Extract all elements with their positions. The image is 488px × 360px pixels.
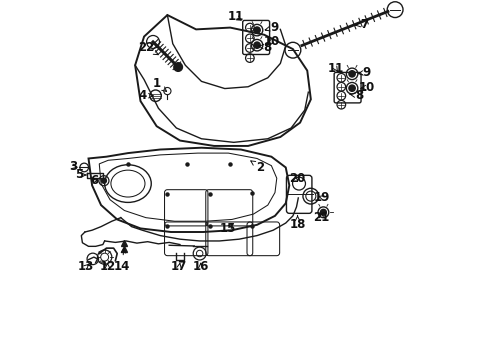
Text: 10: 10 bbox=[263, 35, 279, 48]
Circle shape bbox=[101, 178, 106, 183]
Text: 9: 9 bbox=[358, 66, 370, 79]
Text: 21: 21 bbox=[313, 211, 329, 224]
Text: 3: 3 bbox=[69, 160, 77, 173]
Text: 5: 5 bbox=[75, 168, 86, 181]
Circle shape bbox=[174, 63, 182, 71]
Circle shape bbox=[348, 85, 354, 91]
Circle shape bbox=[320, 209, 325, 215]
Text: 10: 10 bbox=[358, 81, 374, 94]
Text: 7: 7 bbox=[354, 18, 368, 31]
Text: 1: 1 bbox=[152, 77, 166, 91]
Text: 12: 12 bbox=[99, 260, 115, 273]
Text: 8: 8 bbox=[258, 41, 271, 54]
Circle shape bbox=[253, 27, 260, 33]
Circle shape bbox=[348, 71, 354, 77]
Text: 22: 22 bbox=[138, 41, 158, 55]
Text: 11: 11 bbox=[327, 62, 344, 75]
Text: 6: 6 bbox=[90, 174, 99, 187]
Text: 4: 4 bbox=[138, 89, 153, 102]
Text: 2: 2 bbox=[250, 161, 264, 174]
Text: 8: 8 bbox=[349, 89, 363, 102]
Text: 14: 14 bbox=[113, 248, 130, 273]
Text: 11: 11 bbox=[227, 10, 243, 23]
Text: 18: 18 bbox=[289, 216, 305, 231]
Text: 19: 19 bbox=[313, 191, 329, 204]
Text: 9: 9 bbox=[264, 21, 279, 34]
Text: 13: 13 bbox=[78, 260, 94, 273]
Text: 16: 16 bbox=[192, 260, 208, 273]
Text: 15: 15 bbox=[220, 222, 236, 235]
Circle shape bbox=[253, 42, 260, 48]
Text: 20: 20 bbox=[289, 172, 305, 185]
Text: 17: 17 bbox=[171, 260, 187, 273]
